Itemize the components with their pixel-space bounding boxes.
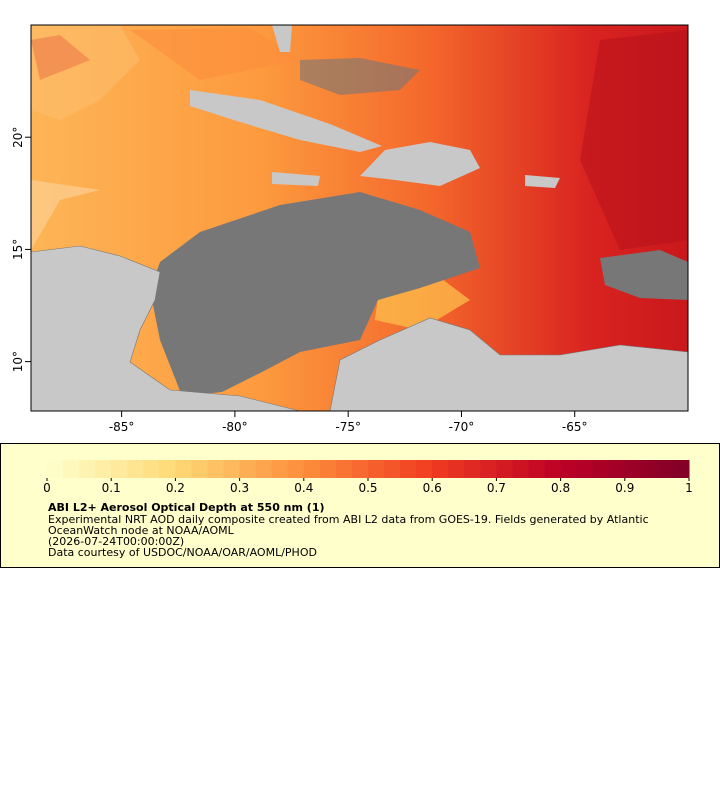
colorbar-swatch [335,460,353,478]
colorbar-swatch [175,460,192,478]
colorbar-swatch [143,460,160,478]
colorbar-swatch [432,460,449,478]
colorbar-swatch [127,460,144,478]
colorbar-swatch [191,460,208,478]
legend-line: Data courtesy of USDOC/NOAA/OAR/AOML/PHO… [48,546,317,559]
colorbar-tick-label: 0.6 [423,481,442,495]
colorbar-swatch [207,460,225,478]
map [31,25,688,411]
florida [272,25,292,52]
colorbar-swatch [448,460,465,478]
colorbar-tick-label: 0.3 [230,481,249,495]
hispaniola [360,142,480,186]
x-tick-label: -75° [335,420,361,434]
colorbar-swatch [480,460,497,478]
colorbar-swatch [416,460,433,478]
legend-line: OceanWatch node at NOAA/AOML [48,524,235,537]
x-tick-label: -85° [109,420,135,434]
colorbar-swatch [255,460,273,478]
sea-no-data [150,192,480,396]
colorbar-swatch [368,460,385,478]
colorbar-swatch [608,460,626,478]
colorbar-swatch [560,460,578,478]
colorbar-tick-label: 0.7 [487,481,506,495]
colorbar-swatch [384,460,401,478]
jamaica [272,172,320,186]
colorbar-swatch [656,460,674,478]
south-america [329,317,688,411]
colorbar-swatch [496,460,513,478]
colorbar-swatch [400,460,417,478]
puerto-rico [525,175,560,188]
aod-patch [580,30,688,250]
central-america [31,245,301,411]
colorbar-tick-label: 0.5 [358,481,377,495]
x-tick-label: -70° [449,420,475,434]
legend-title: ABI L2+ Aerosol Optical Depth at 550 nm … [48,501,325,514]
colorbar-swatch [672,460,690,478]
colorbar-tick-label: 0 [43,481,51,495]
colorbar-swatch [624,460,642,478]
legend-line: (2026-07-24T00:00:00Z) [48,535,184,548]
colorbar-swatch [319,460,337,478]
colorbar-swatch [63,460,80,478]
colorbar-swatch [239,460,257,478]
y-tick-label: 15° [11,239,25,260]
aod-patch [130,28,300,80]
x-tick-label: -65° [562,420,588,434]
colorbar-swatch [111,460,128,478]
colorbar-swatch [303,460,321,478]
legend-line: Experimental NRT AOD daily composite cre… [48,513,649,526]
sea-no-data [300,58,420,95]
y-tick-label: 10° [11,351,25,372]
colorbar-swatch [592,460,610,478]
colorbar-swatch [640,460,658,478]
colorbar-swatch [351,460,369,478]
colorbar-swatch [47,460,64,478]
y-tick-label: 20° [11,127,25,148]
colorbar: 0 0.1 0.2 0.3 0.4 0.5 0.6 0.7 0.8 0.9 1 [43,460,693,495]
colorbar-tick-label: 0.8 [551,481,570,495]
aod-patch [31,180,100,250]
x-tick-label: -80° [222,420,248,434]
sea-no-data [600,250,688,300]
colorbar-swatch [223,460,241,478]
aod-patch [31,25,140,120]
map-frame [30,24,689,412]
colorbar-swatch [528,460,546,478]
colorbar-swatch [512,460,529,478]
colorbar-swatch [287,460,305,478]
colorbar-tick-label: 0.2 [166,481,185,495]
colorbar-swatch [95,460,112,478]
colorbar-swatch [79,460,96,478]
colorbar-tick-label: 0.4 [294,481,313,495]
colorbar-tick-label: 1 [685,481,693,495]
colorbar-swatch [159,460,176,478]
colorbar-swatch [544,460,562,478]
colorbar-swatch [576,460,594,478]
colorbar-swatch [464,460,481,478]
cuba [190,90,382,152]
colorbar-tick-label: 0.9 [615,481,634,495]
colorbar-swatch [271,460,289,478]
colorbar-tick-label: 0.1 [102,481,121,495]
